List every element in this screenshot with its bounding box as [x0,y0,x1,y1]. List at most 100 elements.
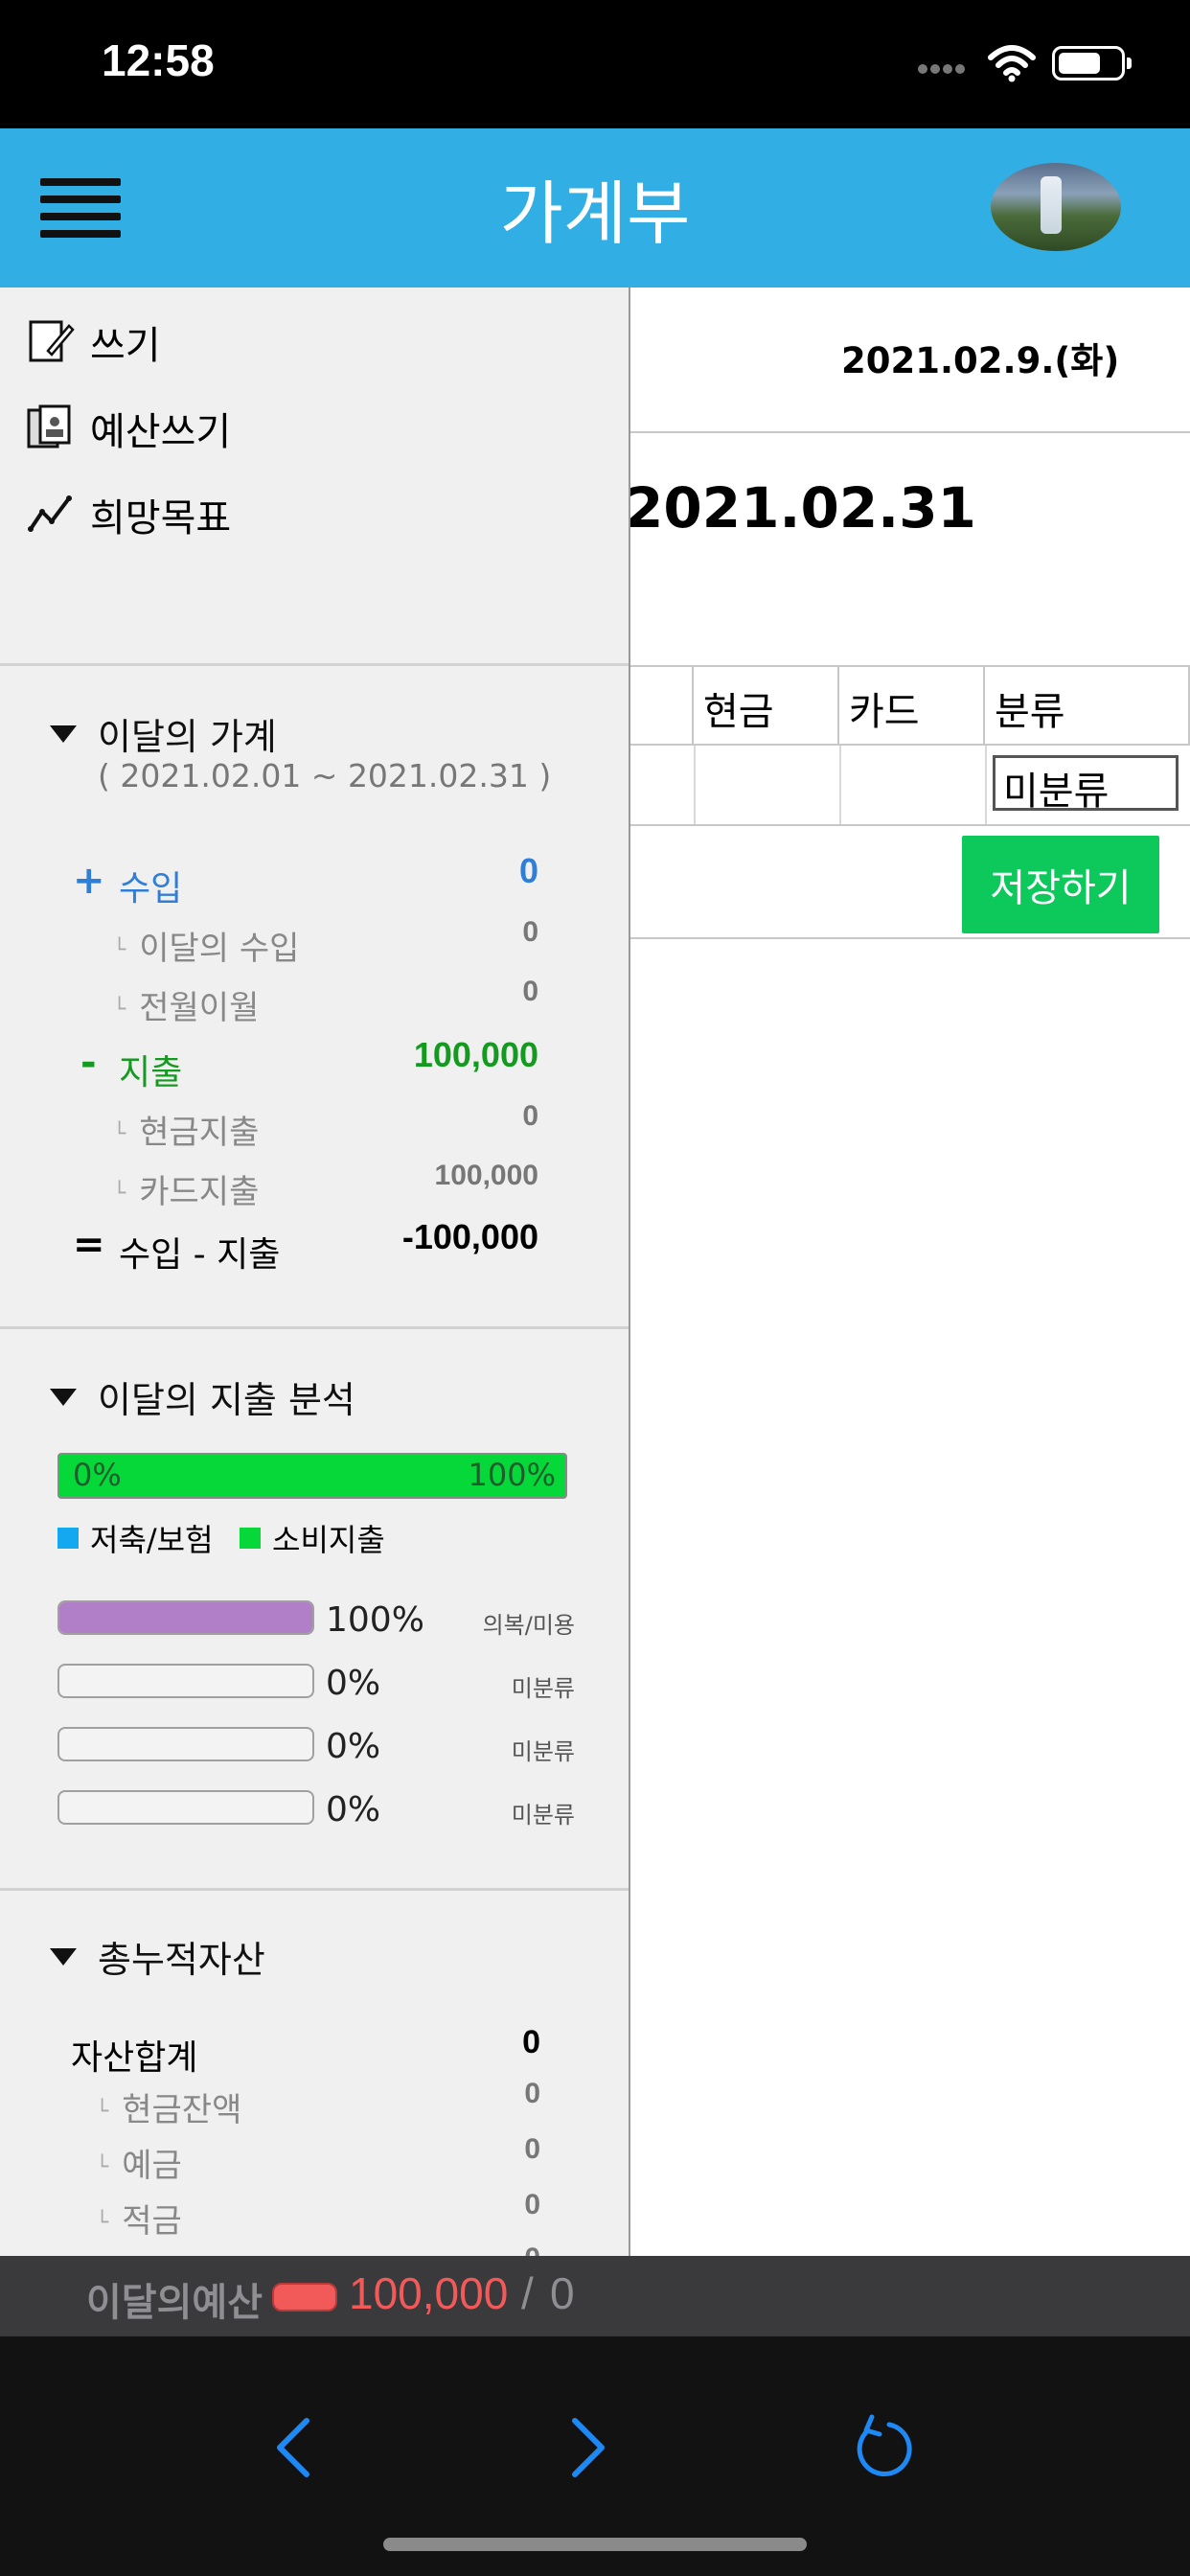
budget-label: 이달의예산 [86,2281,263,2325]
category-bar-row: 0% 미분류 [57,1788,575,1829]
net-label: 수입 - 지출 [119,1235,281,1275]
analysis-header[interactable]: 이달의 지출 분석 [50,1370,355,1423]
category-bar [57,1790,314,1825]
wifi-icon [988,45,1036,82]
card-expense-value: 100,000 [434,1160,538,1191]
legend-swatch [240,1528,261,1549]
asset-total-label: 자산합계 [71,2038,198,2078]
cellular-signal-icon [918,59,972,74]
app-header: 가계부 [0,128,1190,288]
hamburger-icon[interactable] [40,178,121,240]
browser-toolbar [0,2336,1190,2576]
sidebar-item-label: 희망목표 [90,496,232,540]
category-bar [57,1727,314,1761]
sidebar-item-label: 예산쓰기 [90,410,232,454]
asset-cash-label: └ 현금잔액 [96,2091,242,2129]
carry-over-value: 0 [522,976,538,1007]
category-bar-row: 100% 의복/미용 [57,1598,575,1640]
sidebar-item-budget[interactable]: 예산쓰기 [27,395,231,462]
legend-savings: 저축/보험 [57,1516,214,1560]
sidebar-item-goal[interactable]: 희망목표 [27,481,231,548]
collapse-triangle-icon [50,1388,77,1406]
line-chart-icon [28,495,72,532]
asset-savings-label: └ 적금 [96,2202,182,2241]
battery-icon [1052,46,1132,80]
category-bar-row: 0% 미분류 [57,1662,575,1703]
budget-bar[interactable]: 이달의예산 100,000 / 0 [0,2256,1190,2336]
collapse-triangle-icon [50,724,77,743]
budget-indicator-icon [272,2283,337,2312]
table-col-divider [630,665,694,744]
category-percent: 100% [326,1600,424,1640]
section-title: 이달의 지출 분석 [98,1379,355,1421]
sidebar-item-label: 쓰기 [90,324,161,368]
app-title: 가계부 [499,173,691,254]
category-bar-row: 0% 미분류 [57,1725,575,1766]
category-name: 미분류 [511,1675,575,1702]
chevron-right-icon[interactable] [546,2409,623,2486]
budget-total: 0 [550,2268,575,2318]
divider [630,665,1190,667]
cash-expense-label: └ 현금지출 [113,1114,260,1152]
asset-deposit-label: └ 예금 [96,2147,182,2185]
card-expense-label: └ 카드지출 [113,1173,260,1211]
status-time: 12:58 [102,35,215,85]
income-label: 수입 [119,869,183,908]
budget-spent: 100,000 [349,2268,509,2318]
section-title: 총누적자산 [98,1939,265,1981]
income-value: 0 [518,851,538,890]
status-bar: 12:58 [0,0,1190,128]
sidebar-item-write[interactable]: 쓰기 [27,309,161,376]
assets-header[interactable]: 총누적자산 [50,1930,265,1983]
collapse-triangle-icon [50,1947,77,1966]
income-sign: + [73,859,105,903]
divider [630,937,1190,939]
carry-over-label: └ 전월이월 [113,989,260,1027]
expense-sign: - [80,1041,97,1085]
save-button[interactable]: 저장하기 [962,836,1159,933]
legend-swatch [57,1528,79,1549]
period-end-date: 2021.02.31 [625,475,976,540]
divider [630,431,1190,433]
asset-deposit-value: 0 [524,2133,540,2165]
date-today[interactable]: 2021.02.9.(화) [841,340,1120,381]
category-name: 의복/미용 [482,1612,575,1639]
table-header-category: 분류 [985,665,1190,744]
spending-split-bar: 0% 100% [57,1453,567,1499]
month-summary-header[interactable]: 이달의 가계 [50,707,277,760]
sidebar: 쓰기 예산쓰기 희망목표 이달의 가계 ( 2021.02.01 ~ 2021.… [0,288,630,2256]
chevron-left-icon[interactable] [259,2409,335,2486]
budget-book-icon [27,404,71,448]
category-percent: 0% [326,1727,381,1766]
reload-icon[interactable] [843,2409,920,2486]
category-percent: 0% [326,1790,381,1829]
net-sign: = [73,1223,105,1267]
category-percent: 0% [326,1664,381,1703]
category-bar [57,1664,314,1698]
section-title: 이달의 가계 [98,716,277,758]
asset-cash-value: 0 [524,2078,540,2109]
avatar[interactable] [991,163,1121,251]
divider [0,1888,629,1891]
split-bar-left-label: 0% [73,1457,122,1493]
split-bar-right-label: 100% [468,1457,556,1493]
divider [0,1326,629,1329]
divider [0,663,629,666]
category-bar [57,1600,314,1635]
income-this-month-value: 0 [522,916,538,948]
expense-value: 100,000 [413,1035,538,1074]
asset-cut-off-value: 0 [524,2242,540,2256]
table-header-card: 카드 [839,665,985,744]
legend-consumption: 소비지출 [240,1516,385,1560]
home-indicator [383,2538,807,2551]
asset-savings-value: 0 [524,2189,540,2220]
write-icon [29,320,75,362]
asset-total-value: 0 [522,2024,540,2060]
net-value: -100,000 [401,1217,538,1256]
expense-label: 지출 [119,1053,183,1092]
category-select[interactable]: 미분류 [993,755,1179,814]
budget-slash: / [521,2268,534,2318]
cash-expense-value: 0 [522,1100,538,1132]
income-this-month-label: └ 이달의 수입 [113,930,300,968]
category-name: 미분류 [511,1738,575,1765]
